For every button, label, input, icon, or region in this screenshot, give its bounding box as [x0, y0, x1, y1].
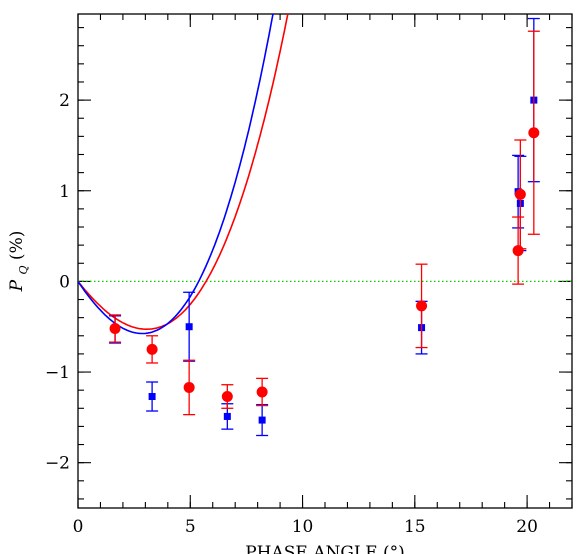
fit-curve-red [78, 14, 289, 330]
y-axis-label: P Q (%) [7, 231, 32, 293]
data-point-circle [146, 343, 158, 355]
y-tick-label: −2 [45, 454, 70, 474]
data-point-circle [416, 300, 428, 312]
plot-frame [77, 13, 573, 509]
x-tick-label: 15 [404, 517, 426, 537]
series-red-circles [109, 30, 540, 416]
y-tick-label: −1 [45, 363, 70, 383]
x-tick-label: 20 [516, 517, 538, 537]
x-axis-label: PHASE ANGLE (°) [245, 543, 405, 554]
fit-curve-blue [78, 14, 274, 335]
data-point-circle [256, 386, 268, 398]
tick-labels: 0 5 10 15 20 −2 −1 0 1 2 [45, 91, 538, 537]
y-tick-label: 0 [59, 272, 70, 292]
data-point-circle [183, 381, 195, 393]
data-point-circle [109, 323, 121, 335]
x-tick-label: 0 [73, 517, 84, 537]
y-tick-label: 1 [59, 182, 70, 202]
data-point-circle [221, 391, 233, 403]
minor-ticks [77, 14, 573, 508]
data-point-square [258, 416, 266, 424]
series-blue-squares [109, 17, 540, 437]
y-tick-label: 2 [59, 91, 70, 111]
y-axis-label-unit: (%) [7, 231, 27, 260]
x-tick-label: 5 [185, 517, 196, 537]
data-point-circle [512, 245, 524, 257]
x-tick-label: 10 [292, 517, 314, 537]
data-point-square [185, 323, 193, 331]
data-point-circle [528, 127, 540, 139]
y-axis-label-symbol: P [7, 279, 27, 292]
data-point-circle [514, 188, 526, 200]
major-ticks [77, 14, 572, 508]
data-point-square [223, 412, 231, 420]
fit-curves [78, 14, 289, 335]
y-axis-label-subscript: Q [17, 265, 30, 274]
data-series [109, 17, 540, 437]
data-point-square [148, 393, 156, 401]
